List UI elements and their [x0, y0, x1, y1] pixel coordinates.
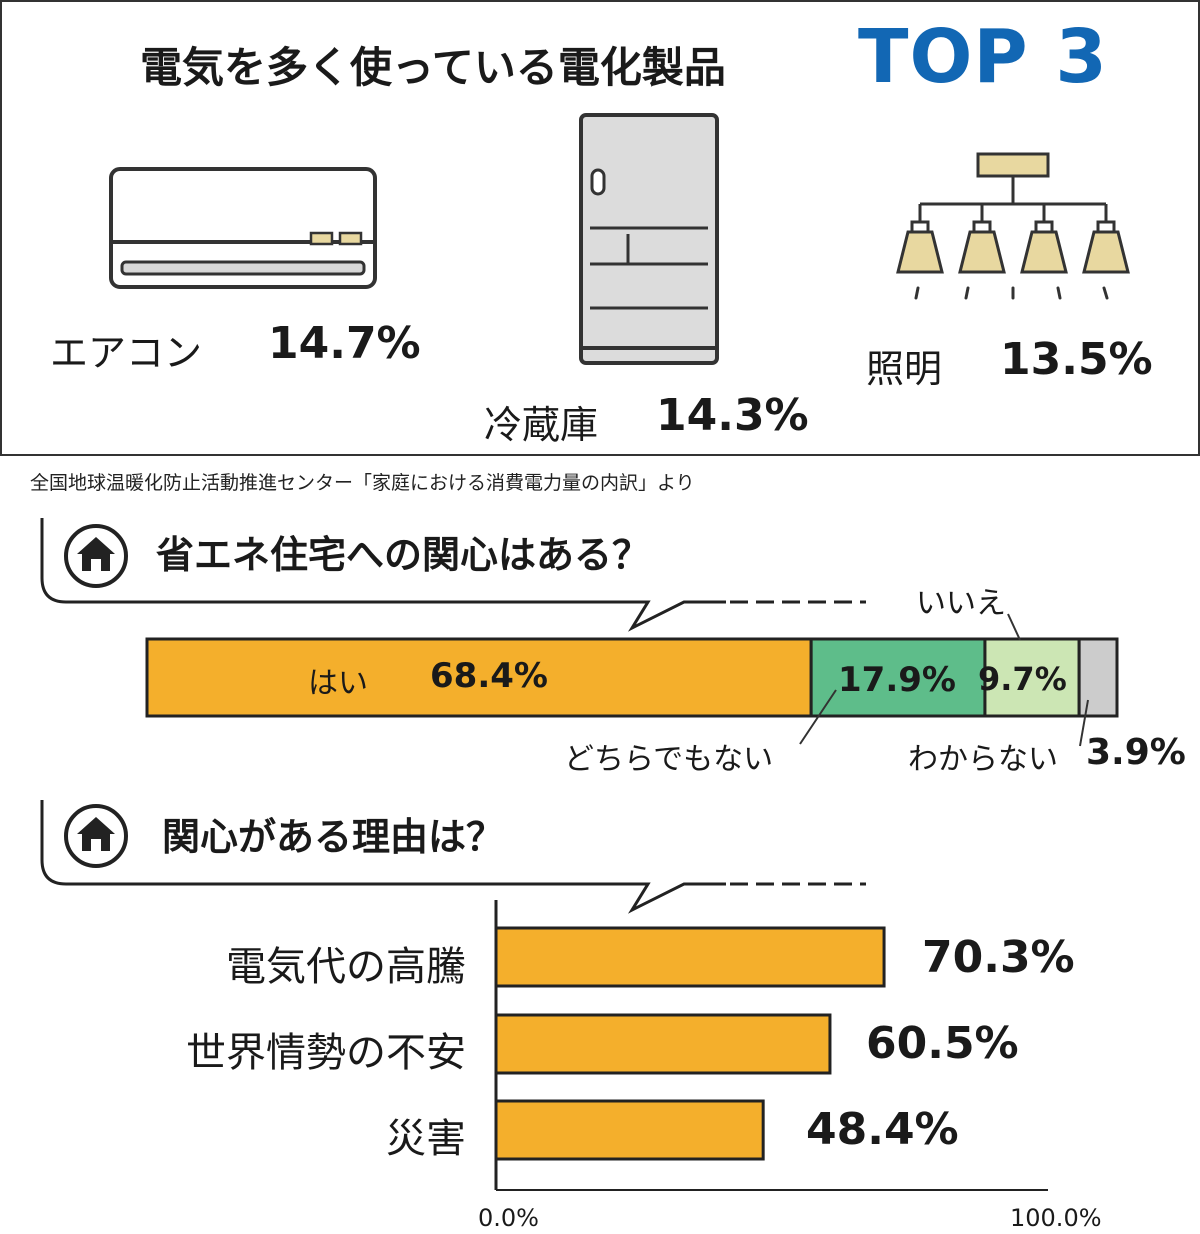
- air-conditioner-icon: [109, 167, 377, 289]
- reason-bar-0: [494, 926, 886, 988]
- x-tick-min: 0.0%: [478, 1204, 539, 1232]
- refrigerator-icon: [579, 113, 719, 365]
- stack-value-unknown: 3.9%: [1086, 732, 1186, 773]
- appliance-label-fridge: 冷蔵庫: [484, 403, 599, 447]
- callout-label-neutral: どちらでもない: [564, 742, 774, 777]
- reason-value-2: 48.4%: [806, 1104, 959, 1155]
- top3-panel: [0, 0, 1200, 456]
- home-icon: [64, 524, 128, 588]
- callout-label-unknown: わからない: [908, 742, 1058, 777]
- home-icon: [64, 804, 128, 868]
- stack-segment-3: [1077, 637, 1119, 718]
- leader-line-neutral: [799, 689, 837, 745]
- appliance-label-aircon: エアコン: [50, 331, 203, 375]
- stack-value-yes: 68.4%: [430, 656, 548, 696]
- stack-segment-1: [809, 637, 987, 718]
- appliance-value-aircon: 14.7%: [268, 318, 421, 369]
- stack-segment-0: [145, 637, 813, 718]
- reason-bar-2: [494, 1099, 765, 1161]
- speech-bubble-q1: [40, 518, 866, 632]
- leader-line-no: [1007, 613, 1021, 641]
- speech-bubble-q2: [40, 800, 866, 914]
- panel-title-top3: TOP 3: [858, 14, 1108, 100]
- stack-value-neutral: 17.9%: [838, 660, 956, 700]
- reason-bar-chart: [494, 900, 1048, 1191]
- stacked-bar-chart: [145, 613, 1119, 747]
- question1-title: 省エネ住宅への関心はある？: [156, 533, 651, 577]
- reason-bar-1: [494, 1013, 832, 1075]
- reason-value-1: 60.5%: [866, 1018, 1019, 1069]
- reason-value-0: 70.3%: [922, 932, 1075, 983]
- appliance-label-light: 照明: [866, 347, 943, 391]
- reason-category-1: 世界情勢の不安: [186, 1030, 466, 1076]
- x-tick-max: 100.0%: [1010, 1204, 1102, 1232]
- appliance-value-fridge: 14.3%: [656, 390, 809, 441]
- stack-segment-2: [983, 637, 1081, 718]
- leader-line-unknown: [1079, 699, 1089, 747]
- appliance-value-light: 13.5%: [1000, 334, 1153, 385]
- stack-value-no: 9.7%: [978, 660, 1067, 698]
- reason-category-0: 電気代の高騰: [226, 944, 466, 990]
- reason-category-2: 災害: [386, 1116, 466, 1162]
- panel-title: 電気を多く使っている電化製品: [140, 43, 726, 92]
- stack-label-yes: はい: [308, 666, 368, 701]
- ceiling-light-icon: [896, 152, 1130, 300]
- source-note: 全国地球温暖化防止活動推進センター「家庭における消費電力量の内訳」より: [30, 472, 695, 494]
- callout-label-no: いいえ: [916, 586, 1006, 621]
- question2-title: 関心がある理由は？: [162, 815, 505, 859]
